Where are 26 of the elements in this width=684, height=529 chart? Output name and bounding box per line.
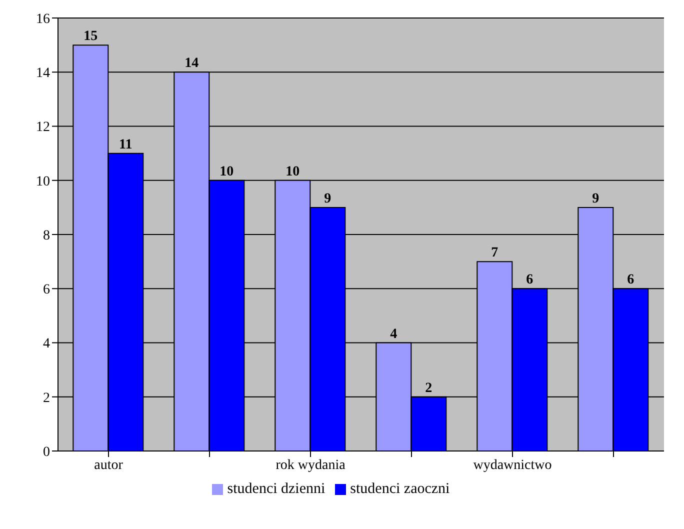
data-label: 10 (220, 164, 234, 180)
legend-label: studenci zaoczni (350, 481, 450, 497)
data-label: 15 (84, 29, 98, 44)
legend-label: studenci dzienni (227, 481, 326, 497)
data-label: 9 (324, 191, 332, 206)
data-label: 6 (526, 272, 534, 288)
y-tick-label: 16 (36, 12, 50, 27)
x-tick-label: autor (94, 458, 124, 473)
y-tick-label: 10 (36, 174, 50, 190)
y-tick-label: 12 (36, 120, 50, 136)
data-label: 9 (592, 191, 600, 206)
data-label: 10 (286, 164, 300, 180)
x-tick-label: wydawnictwo (473, 458, 552, 473)
y-tick-label: 4 (43, 336, 50, 352)
y-tick-label: 2 (43, 390, 50, 406)
data-label: 7 (491, 246, 498, 261)
x-tick-label: rok wydania (276, 458, 346, 473)
data-label: 4 (390, 326, 398, 342)
data-label: 6 (627, 272, 634, 288)
data-label: 14 (184, 56, 199, 72)
data-label: 2 (425, 380, 432, 396)
y-tick-label: 0 (43, 444, 50, 460)
y-tick-label: 8 (43, 228, 50, 244)
y-tick-label: 6 (43, 282, 50, 298)
y-tick-label: 14 (36, 66, 50, 82)
data-label: 11 (119, 137, 132, 152)
